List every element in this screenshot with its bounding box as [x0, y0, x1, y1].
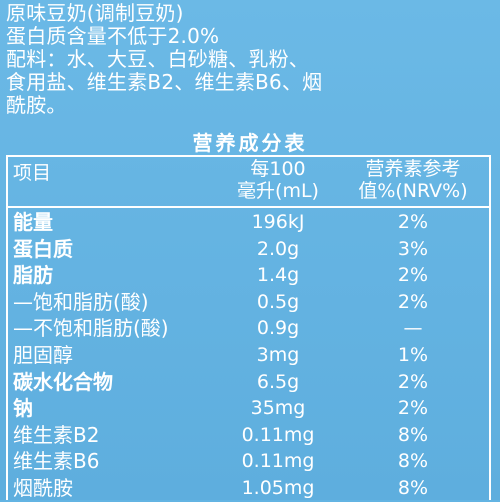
nutrient-nrv: 2%	[397, 211, 429, 233]
product-header: 原味豆奶(调制豆奶) 蛋白质含量不低于2.0% 配料：水、大豆、白砂糖、乳粉、 …	[6, 2, 492, 117]
table-row: —饱和脂肪(酸) 0.5g 2%	[8, 289, 489, 316]
nutrition-table-title: 营养成分表	[192, 131, 308, 155]
table-row: 维生素B2 0.11mg 8%	[8, 422, 489, 449]
table-row: 烟酰胺 1.05mg 8%	[8, 475, 489, 502]
column-header-nrv-line-1: 营养素参考	[365, 158, 461, 180]
nutrient-amount: 0.5g	[256, 290, 300, 313]
column-header-item: 项目	[13, 162, 52, 184]
nutrient-nrv: 1%	[397, 343, 429, 366]
nutrition-table-header: 项目 每100 毫升(mL) 营养素参考 值%(NRV%)	[8, 157, 489, 208]
nutrient-amount: 196kJ	[251, 211, 305, 233]
nutrient-amount: 1.4g	[256, 264, 300, 287]
nutrition-rows: 能量 196kJ 2% 蛋白质 2.0g 3% 脂肪 1.4g 2% —饱和脂肪…	[8, 209, 489, 502]
table-row: 维生素B6 0.11mg 8%	[8, 448, 489, 475]
table-row: 脂肪 1.4g 2%	[8, 262, 489, 289]
nutrient-name: 维生素B2	[13, 422, 100, 447]
table-row: 能量 196kJ 2%	[8, 209, 489, 236]
column-header-nrv-line-2: 值%(NRV%)	[358, 180, 468, 202]
table-row: 胆固醇 3mg 1%	[8, 342, 489, 369]
nutrient-nrv: 8%	[397, 450, 429, 473]
column-header-nrv: 营养素参考 值%(NRV%)	[338, 158, 488, 202]
nutrient-amount: 35mg	[250, 397, 306, 420]
ingredients-line-3: 酰胺。	[6, 93, 67, 117]
nutrient-nrv: 2%	[397, 370, 429, 393]
column-header-per-line-2: 毫升(mL)	[237, 180, 319, 202]
nutrient-nrv: 3%	[397, 237, 429, 260]
nutrient-name: 钠	[13, 396, 33, 421]
nutrient-amount: 6.5g	[256, 370, 300, 393]
ingredients-line-2: 食用盐、维生素B2、维生素B6、烟	[6, 70, 323, 94]
nutrient-amount: 0.11mg	[241, 450, 315, 473]
nutrient-amount: 0.11mg	[241, 423, 315, 446]
nutrient-amount: 2.0g	[256, 237, 300, 260]
nutrient-nrv: 2%	[397, 264, 429, 287]
nutrient-nrv: —	[403, 317, 423, 340]
nutrient-name: —不饱和脂肪(酸)	[13, 316, 169, 341]
nutrient-name: 烟酰胺	[13, 475, 73, 500]
nutrient-name: —饱和脂肪(酸)	[13, 289, 149, 314]
nutrient-name: 胆固醇	[13, 342, 73, 367]
table-row: —不饱和脂肪(酸) 0.9g —	[8, 315, 489, 342]
nutrition-table: 项目 每100 毫升(mL) 营养素参考 值%(NRV%) 能量 196kJ 2…	[6, 155, 491, 500]
column-header-per-line-1: 每100	[250, 158, 306, 180]
nutrient-name: 脂肪	[13, 263, 53, 288]
nutrient-nrv: 2%	[397, 397, 429, 420]
table-row: 钠 35mg 2%	[8, 395, 489, 422]
product-name: 原味豆奶(调制豆奶)	[6, 1, 184, 25]
table-row: 蛋白质 2.0g 3%	[8, 236, 489, 263]
nutrient-nrv: 8%	[397, 476, 429, 499]
nutrient-name: 碳水化合物	[13, 369, 113, 394]
column-header-per-100ml: 每100 毫升(mL)	[223, 158, 333, 202]
nutrient-name: 维生素B6	[13, 449, 100, 474]
nutrient-amount: 1.05mg	[241, 476, 315, 499]
nutrient-amount: 3mg	[256, 343, 300, 366]
nutrient-nrv: 8%	[397, 423, 429, 446]
protein-claim: 蛋白质含量不低于2.0%	[6, 24, 220, 48]
ingredients-line-1: 配料：水、大豆、白砂糖、乳粉、	[6, 47, 309, 71]
nutrient-amount: 0.9g	[256, 317, 300, 340]
nutrient-name: 蛋白质	[13, 236, 73, 261]
table-row: 碳水化合物 6.5g 2%	[8, 369, 489, 396]
nutrient-nrv: 2%	[397, 290, 429, 313]
nutrient-name: 能量	[13, 210, 53, 234]
